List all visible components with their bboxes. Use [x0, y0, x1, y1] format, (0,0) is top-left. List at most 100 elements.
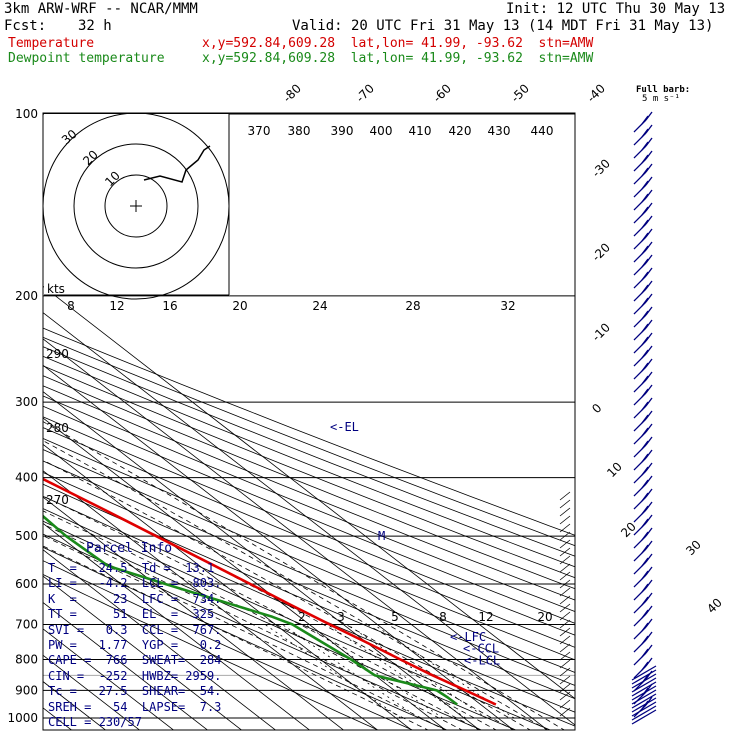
barb-tick — [559, 683, 571, 693]
pressure-label: 300 — [15, 395, 38, 409]
wind-barb — [633, 345, 653, 367]
dry-adiabat — [43, 427, 575, 648]
hodograph-scale-label: 12 — [109, 299, 124, 313]
wind-barb — [631, 685, 657, 701]
barb-tick — [559, 587, 571, 597]
isotherm-label: 10 — [604, 459, 625, 480]
dry-adiabat — [43, 449, 575, 673]
temperature-line — [43, 477, 497, 706]
hodograph-scale-label: 32 — [500, 299, 515, 313]
wind-barb — [633, 371, 653, 393]
dry-adiabat — [43, 405, 575, 624]
mixing-ratio-label: 20 — [537, 610, 552, 624]
wind-barb — [633, 553, 653, 575]
isotherm-label: 0 — [589, 401, 604, 416]
parcel-info-title: Parcel Info — [86, 541, 173, 556]
isotherm-label: 40 — [704, 595, 725, 616]
wind-barb — [633, 423, 653, 445]
barb-tick — [559, 651, 571, 661]
isotherm-label: -20 — [589, 240, 613, 264]
forecast-label: Fcst: — [4, 18, 47, 34]
dry-adiabat — [43, 574, 379, 730]
plot-frame — [42, 112, 576, 731]
theta-e-label: 370 — [248, 124, 271, 138]
wind-barb — [633, 306, 653, 328]
moist-adiabat — [43, 478, 514, 730]
wind-barb — [633, 111, 653, 133]
dry-adiabat — [43, 495, 575, 727]
wind-barb — [633, 150, 653, 172]
level-marker: <-LFC — [450, 630, 486, 644]
wind-barb — [631, 705, 657, 721]
hodograph-scale-label: 8 — [67, 299, 75, 313]
mixing-ratio-label: 8 — [439, 610, 447, 624]
dry-adiabat — [43, 375, 575, 590]
isotherm-label: 30 — [683, 537, 704, 558]
theta-e-label: 390 — [331, 124, 354, 138]
wind-barb — [633, 163, 653, 185]
parcel-info-line: CAPE = 766 SWEAT= 284 — [48, 653, 222, 668]
isotherm-label: -10 — [589, 320, 613, 344]
hodograph-scale-label: 28 — [405, 299, 420, 313]
wind-barb — [633, 267, 653, 289]
barb-tick — [559, 603, 571, 613]
theta-label: 270 — [46, 493, 69, 507]
isotherm-label: -60 — [430, 81, 454, 105]
wind-barb — [631, 701, 657, 717]
wind-barb-column — [559, 111, 657, 725]
isotherm-label: -70 — [353, 81, 377, 105]
pressure-label: 600 — [15, 577, 38, 591]
pressure-label: 700 — [15, 617, 38, 631]
temperature-location: x,y=592.84,609.28 lat,lon= 41.99, -93.62… — [202, 36, 594, 51]
wind-barb — [631, 693, 657, 709]
dry-adiabat — [43, 416, 575, 636]
isotherm-label: -30 — [589, 156, 613, 180]
dry-adiabat — [43, 560, 414, 730]
sounding-series — [43, 477, 497, 706]
barb-tick — [559, 691, 571, 701]
wind-barb — [631, 673, 657, 689]
isotherm-line — [43, 338, 549, 730]
pressure-label: 400 — [15, 471, 38, 485]
barb-tick — [559, 675, 571, 685]
barb-tick — [559, 555, 571, 565]
dry-adiabat — [43, 346, 575, 557]
chart-grid — [43, 113, 575, 730]
wind-barb — [633, 124, 653, 146]
parcel-info-line: CIN = -252 HWBZ= 2959. — [48, 668, 222, 683]
barb-tick — [559, 491, 571, 501]
isotherm-label: 20 — [618, 519, 639, 540]
wind-barb — [633, 254, 653, 276]
barb-tick — [559, 547, 571, 557]
wind-barb — [633, 436, 653, 458]
parcel-info-line: TT = 51 EL = 325 — [48, 607, 215, 622]
wind-barb — [633, 332, 653, 354]
isotherm-line — [43, 496, 345, 730]
hodograph-scale-label: 24 — [312, 299, 327, 313]
theta-e-label: 420 — [449, 124, 472, 138]
wind-barb — [633, 605, 653, 627]
dry-adiabat — [43, 483, 575, 713]
dry-adiabat — [43, 336, 575, 547]
forecast-hour: 32 h — [78, 18, 112, 34]
mixing-ratio-label: 3 — [337, 610, 345, 624]
wind-barb — [633, 228, 653, 250]
wind-barb — [633, 592, 653, 614]
dry-adiabat — [43, 385, 575, 601]
wind-barb — [633, 384, 653, 406]
wind-barb — [633, 280, 653, 302]
parcel-info-line: K = 23 LFC = 734. — [48, 591, 222, 606]
pressure-label: 100 — [15, 107, 38, 121]
parcel-info-line: LI = -4.2 LCL = 803. — [48, 576, 222, 591]
barb-tick — [559, 643, 571, 653]
init-time: Init: 12 UTC Thu 30 May 13 — [506, 1, 726, 17]
mixing-ratio-line — [326, 624, 466, 719]
dry-adiabat — [43, 437, 575, 661]
wind-barb — [633, 215, 653, 237]
model-title: 3km ARW-WRF -- NCAR/MMM — [4, 1, 198, 17]
dry-adiabat — [43, 546, 448, 730]
isotherm-line — [43, 312, 575, 726]
parcel-info-line: SREH = 54 LAPSE= 7.3 — [48, 699, 222, 714]
wind-barb — [631, 665, 657, 681]
